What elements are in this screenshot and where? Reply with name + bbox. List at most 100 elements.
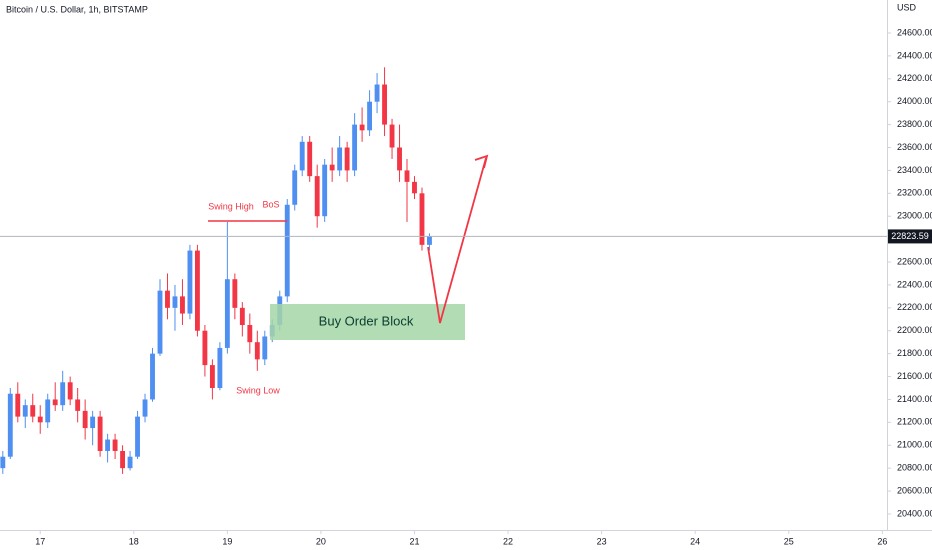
y-tick-label: 23200.00: [897, 188, 932, 198]
bos-label: BoS: [262, 199, 279, 209]
last-price-label: 22823.59: [891, 231, 929, 241]
candle-body: [307, 141, 313, 177]
candle-body: [165, 290, 170, 308]
x-tick-label: 23: [597, 536, 607, 546]
y-tick-label: 21200.00: [897, 417, 932, 427]
y-tick-label: 22000.00: [897, 325, 932, 335]
y-tick-label: 20800.00: [897, 463, 932, 473]
plot: [0, 67, 432, 474]
candle-body: [397, 147, 402, 171]
x-tick-label: 18: [129, 536, 139, 546]
candle-body: [127, 456, 133, 469]
candle-body: [0, 456, 6, 469]
candle-body: [202, 330, 208, 366]
order-block: [270, 304, 465, 340]
candle-body: [112, 439, 118, 451]
candle-body: [419, 193, 425, 245]
candle-body: [254, 342, 260, 360]
x-tick-label: 25: [784, 536, 794, 546]
candle-body: [232, 279, 238, 308]
swing-low-label: Swing Low: [236, 385, 280, 395]
candle-body: [284, 204, 290, 297]
candle-body: [187, 250, 193, 314]
candle-body: [172, 296, 178, 308]
x-tick-label: 17: [35, 536, 45, 546]
candle-body: [30, 405, 36, 417]
candle-body: [37, 416, 43, 423]
candle-body: [352, 124, 358, 171]
y-tick-label: 21600.00: [897, 371, 932, 381]
y-tick-label: 23400.00: [897, 165, 932, 175]
y-tick-label: 23600.00: [897, 142, 932, 152]
candle-body: [90, 416, 96, 429]
candle-body: [329, 164, 335, 171]
candle-body: [45, 399, 51, 423]
x-tick-label: 26: [877, 536, 887, 546]
candle-body: [374, 84, 380, 102]
candle-body: [217, 347, 223, 388]
candle-body: [389, 124, 395, 148]
y-tick-label: 22200.00: [897, 302, 932, 312]
x-tick-label: 20: [316, 536, 326, 546]
y-tick-label: 21000.00: [897, 440, 932, 450]
candle-body: [120, 450, 126, 469]
candle-body: [150, 353, 155, 400]
candle-body: [194, 250, 200, 331]
y-tick-label: 21400.00: [897, 394, 932, 404]
candle-body: [7, 393, 13, 457]
y-tick-label: 22400.00: [897, 279, 932, 289]
candle-body: [412, 181, 417, 194]
swing-high-label: Swing High: [208, 201, 254, 211]
y-tick-label: 23000.00: [897, 211, 932, 221]
candle-body: [135, 416, 140, 457]
y-tick-label: 20600.00: [897, 485, 932, 495]
candle-body: [15, 393, 21, 417]
chart-title: Bitcoin / U.S. Dollar, 1h, BITSTAMP: [6, 4, 148, 14]
last-price-box: [888, 229, 932, 244]
x-tick-label: 24: [690, 536, 700, 546]
candle-body: [105, 439, 111, 451]
candle-body: [262, 336, 268, 360]
candle-body: [314, 176, 320, 217]
candle-body: [224, 279, 230, 348]
order-block-label: Buy Order Block: [319, 313, 414, 328]
candle-body: [299, 141, 305, 171]
candle-body: [142, 399, 148, 417]
y-tick-label: 24000.00: [897, 96, 932, 106]
candle-body: [60, 382, 66, 406]
y-tick-label: 24600.00: [897, 27, 932, 37]
y-tick-label: 24200.00: [897, 73, 932, 83]
candle-body: [367, 101, 373, 131]
candle-body: [292, 170, 298, 205]
candle-body: [180, 296, 185, 314]
candle-body: [239, 307, 245, 326]
candle-body: [337, 147, 343, 171]
candle-body: [322, 164, 328, 217]
candle-body: [359, 124, 365, 131]
y-tick-label: 23800.00: [897, 119, 932, 129]
candle-body: [67, 382, 73, 400]
candle-body: [404, 170, 410, 182]
y-tick-label: 24400.00: [897, 50, 932, 60]
candle-body: [75, 399, 81, 411]
candle-body: [157, 290, 163, 354]
candle-body: [82, 410, 88, 429]
x-tick-label: 21: [409, 536, 419, 546]
projection-arrow: [427, 157, 487, 324]
y-tick-label: 20400.00: [897, 508, 932, 518]
x-tick-label: 19: [222, 536, 232, 546]
candle-body: [52, 399, 58, 406]
axis-unit: USD: [897, 2, 917, 12]
candle-body: [344, 147, 350, 171]
y-tick-label: 22600.00: [897, 256, 932, 266]
y-tick-label: 21800.00: [897, 348, 932, 358]
arrow-head: [474, 154, 489, 169]
x-tick-label: 22: [503, 536, 513, 546]
candle-body: [427, 236, 432, 245]
candle-body: [247, 325, 253, 343]
candle-body: [22, 405, 28, 417]
candle-body: [382, 84, 387, 125]
